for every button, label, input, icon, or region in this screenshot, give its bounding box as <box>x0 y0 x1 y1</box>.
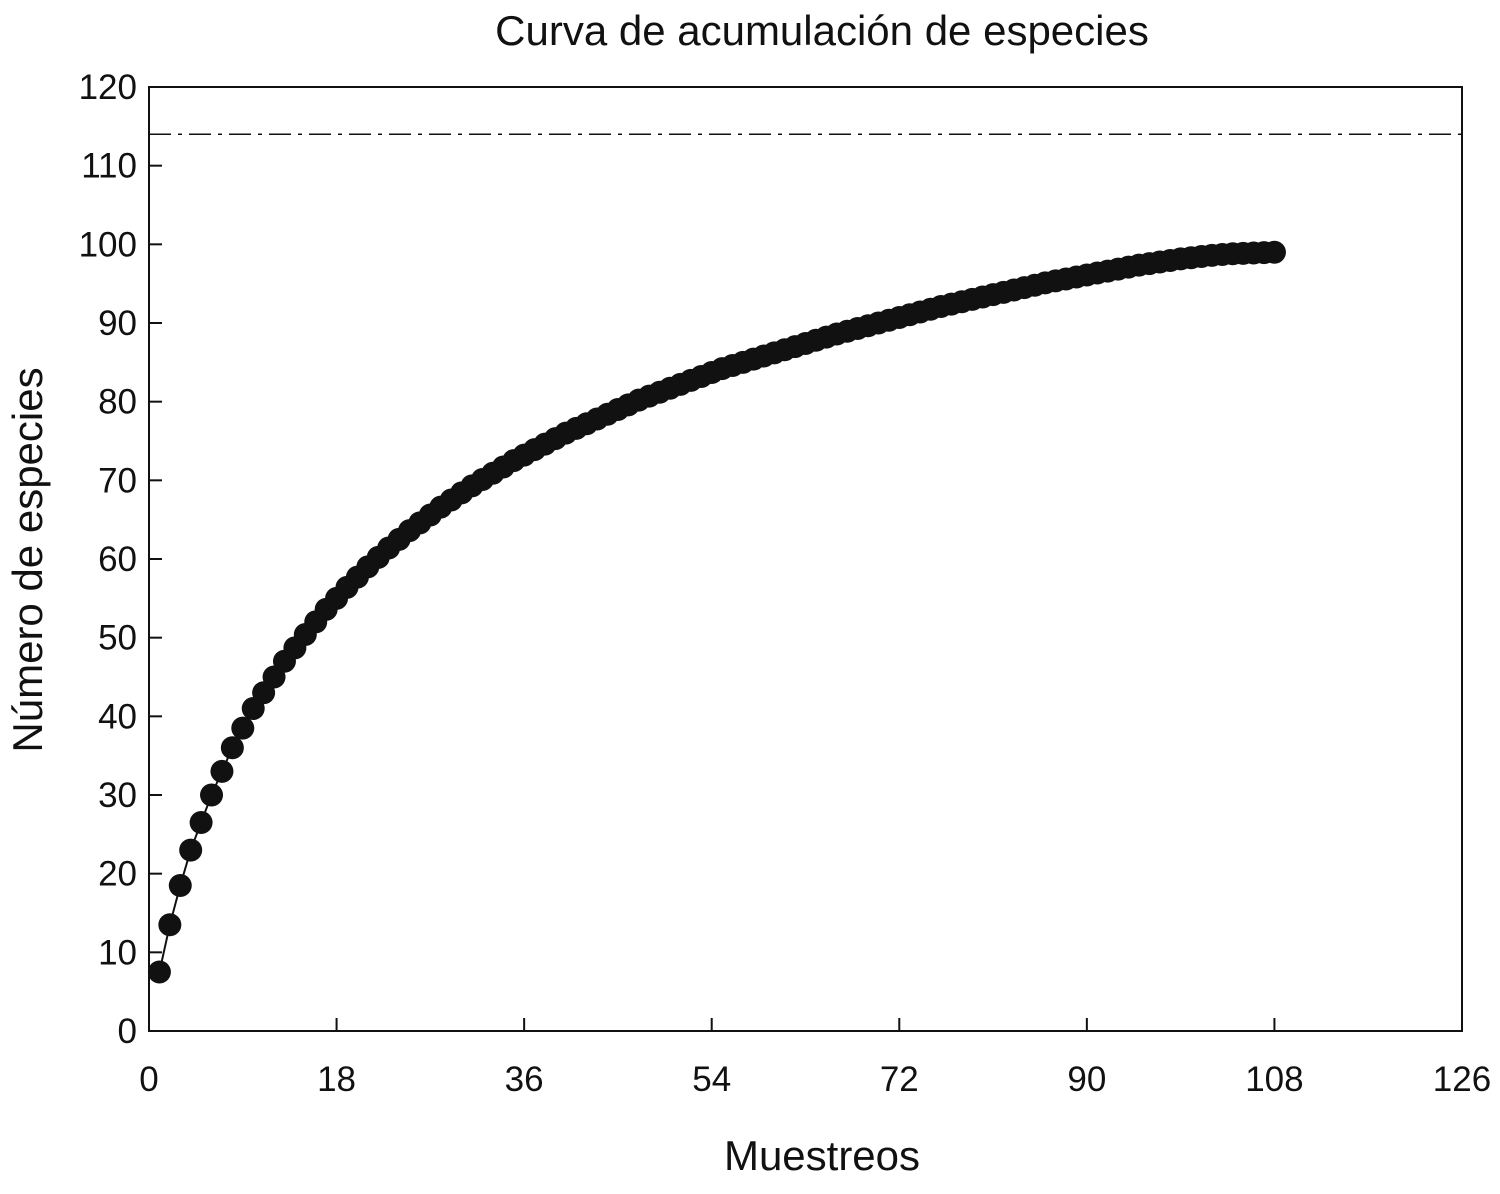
data-point <box>200 783 224 807</box>
data-point <box>168 873 192 897</box>
y-tick-label: 100 <box>79 225 137 264</box>
y-tick-label: 40 <box>98 697 137 736</box>
data-point <box>1262 240 1286 264</box>
data-point <box>220 736 244 760</box>
x-tick-label: 108 <box>1245 1060 1303 1099</box>
y-tick-label: 10 <box>98 933 137 972</box>
x-axis-label: Muestreos <box>724 1132 920 1179</box>
y-tick-label: 80 <box>98 383 137 422</box>
y-tick-label: 120 <box>79 68 137 107</box>
y-tick-label: 50 <box>98 619 137 658</box>
plot-frame <box>148 86 1463 1032</box>
y-tick-label: 90 <box>98 304 137 343</box>
x-tick-label: 72 <box>880 1060 919 1099</box>
x-axis: 0 18 36 54 72 90 108 126 <box>139 1018 1491 1099</box>
data-point <box>231 716 255 740</box>
data-point <box>158 913 182 937</box>
x-tick-label: 18 <box>317 1060 356 1099</box>
y-tick-label: 70 <box>98 461 137 500</box>
x-tick-label: 126 <box>1433 1060 1491 1099</box>
data-point <box>179 838 203 862</box>
y-tick-label: 0 <box>118 1012 137 1051</box>
y-axis-label: Número de especies <box>4 367 51 752</box>
data-point <box>147 960 171 984</box>
x-tick-label: 36 <box>505 1060 544 1099</box>
y-tick-label: 30 <box>98 776 137 815</box>
chart-title: Curva de acumulación de especies <box>495 7 1149 54</box>
y-tick-label: 60 <box>98 540 137 579</box>
x-tick-label: 0 <box>139 1060 158 1099</box>
x-tick-label: 90 <box>1067 1060 1106 1099</box>
plot-area <box>147 133 1462 984</box>
y-tick-label: 20 <box>98 855 137 894</box>
data-point <box>210 759 234 783</box>
y-tick-label: 110 <box>81 147 137 186</box>
data-point <box>189 811 213 835</box>
x-tick-label: 54 <box>692 1060 731 1099</box>
y-axis: 0 10 20 30 40 50 60 70 80 90 100 110 120 <box>79 68 162 1051</box>
